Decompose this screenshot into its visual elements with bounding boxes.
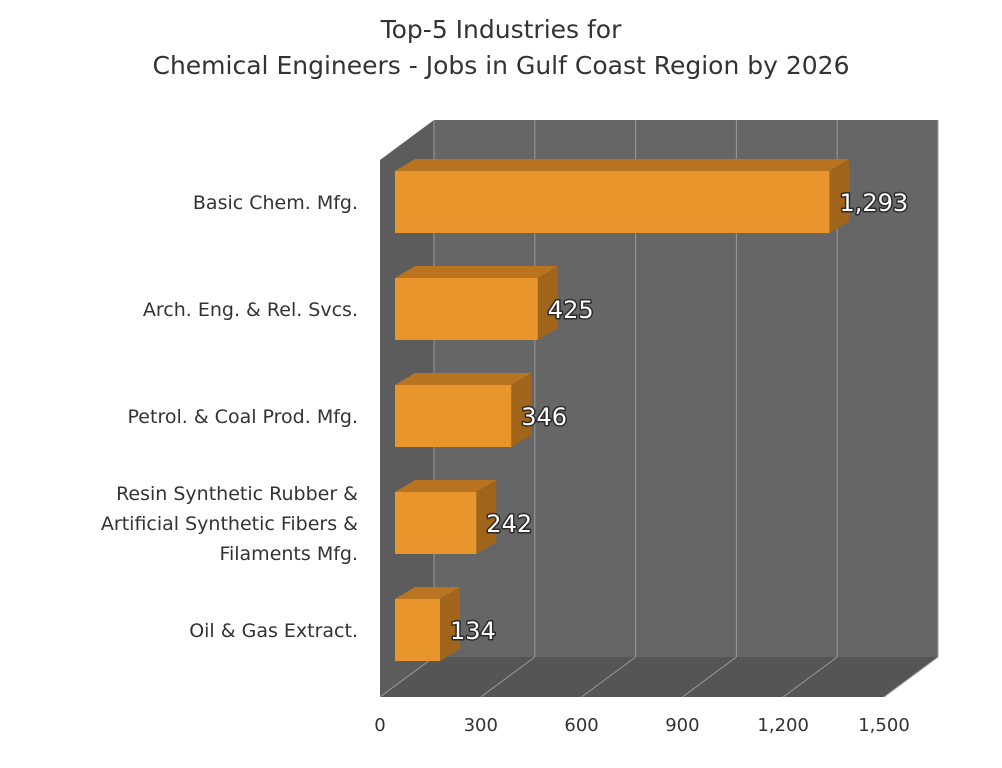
category-label: Artificial Synthetic Fibers & [101, 513, 358, 535]
category-label: Basic Chem. Mfg. [193, 192, 358, 214]
x-tick-label: 900 [665, 715, 699, 736]
x-tick-label: 1,500 [858, 715, 910, 736]
bar-top [395, 480, 497, 492]
category-label: Arch. Eng. & Rel. Svcs. [143, 299, 358, 321]
chart-title: Top-5 Industries for Chemical Engineers … [0, 12, 1002, 84]
floor-gridline [782, 656, 838, 698]
data-label: 346 [521, 403, 567, 431]
category-label: Filaments Mfg. [219, 543, 358, 565]
floor-gridline [379, 656, 435, 698]
chart-title-line-2: Chemical Engineers - Jobs in Gulf Coast … [152, 51, 850, 80]
data-label: 1,293 [839, 189, 908, 217]
bar-side [476, 480, 497, 554]
floor-gridline [682, 656, 737, 698]
x-tick-label: 1,200 [757, 715, 809, 736]
x-tick-label: 600 [564, 715, 598, 736]
floor-gridline [581, 656, 636, 698]
bar [395, 492, 477, 554]
floor-gridline [480, 656, 536, 698]
bar-side [829, 159, 850, 233]
chart-title-line-1: Top-5 Industries for [380, 15, 622, 44]
data-label: 242 [486, 510, 532, 538]
bar-side [440, 587, 461, 661]
bar [395, 599, 441, 661]
x-tick-label: 300 [464, 715, 498, 736]
bar-side [537, 266, 558, 340]
bar-top [395, 159, 850, 171]
bar-side [511, 373, 532, 447]
x-tick-label: 0 [374, 715, 385, 736]
data-label: 425 [548, 296, 594, 324]
data-label: 134 [450, 617, 496, 645]
chart-floor [380, 657, 938, 697]
bar [395, 278, 538, 340]
category-label: Oil & Gas Extract. [189, 620, 358, 642]
category-label: Petrol. & Coal Prod. Mfg. [128, 406, 358, 428]
category-label: Resin Synthetic Rubber & [116, 483, 358, 505]
bar-top [395, 587, 461, 599]
bar-top [395, 373, 532, 385]
bar [395, 385, 512, 447]
bar-top [395, 266, 558, 278]
floor-gridline [883, 656, 939, 698]
bar [395, 171, 830, 233]
